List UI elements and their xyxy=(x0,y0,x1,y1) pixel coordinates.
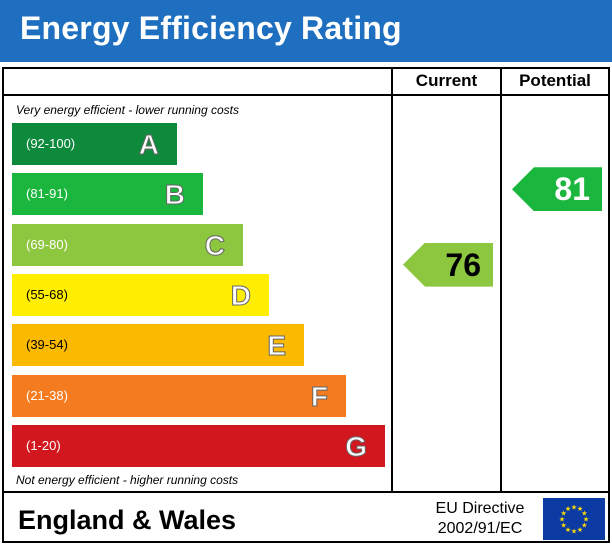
eu-star-icon: ★ xyxy=(571,528,577,536)
potential-rating-value: 81 xyxy=(554,171,590,208)
band-b: (81-91) B xyxy=(12,173,203,216)
page-title: Energy Efficiency Rating xyxy=(20,10,402,46)
eu-star-icon: ★ xyxy=(581,510,587,518)
band-letter: G xyxy=(345,430,368,462)
band-range-label: (55-68) xyxy=(26,286,68,302)
region-label: England & Wales xyxy=(18,505,237,535)
directive-line-1: EU Directive xyxy=(435,500,525,517)
band-f: (21-38) F xyxy=(12,374,346,417)
band-letter: F xyxy=(310,380,328,412)
eu-flag-icon: ★ ★ ★ ★ ★ ★ ★ ★ ★ ★ ★ ★ xyxy=(543,498,605,540)
rating-frame xyxy=(2,67,610,543)
band-range-label: (21-38) xyxy=(26,387,68,403)
eu-star-icon: ★ xyxy=(559,516,565,524)
band-letter: D xyxy=(230,279,251,311)
band-d: (55-68) D xyxy=(12,273,269,316)
footer-divider xyxy=(2,491,610,493)
eu-star-icon: ★ xyxy=(583,516,589,524)
header-bar: Energy Efficiency Rating xyxy=(0,0,612,62)
band-range-label: (1-20) xyxy=(26,437,61,453)
bottom-note: Not energy efficient - higher running co… xyxy=(16,473,239,487)
band-range-label: (39-54) xyxy=(26,337,68,353)
eu-star-icon: ★ xyxy=(565,526,571,534)
band-a: (92-100) A xyxy=(12,123,177,165)
band-letter: C xyxy=(204,229,225,261)
band-range-label: (81-91) xyxy=(26,186,68,202)
eu-star-icon: ★ xyxy=(577,505,583,513)
band-letter: B xyxy=(164,179,185,211)
potential-rating-arrow: 81 xyxy=(512,167,602,212)
header-divider xyxy=(2,94,610,96)
potential-column-header: Potential xyxy=(519,71,591,90)
band-letter: E xyxy=(267,330,287,362)
directive-line-2: 2002/91/EC xyxy=(437,520,523,537)
eu-stars-icon: ★ ★★★★★★★★★★★ xyxy=(559,504,589,536)
band-c: (69-80) C xyxy=(12,223,243,266)
eu-star-icon: ★ xyxy=(581,522,587,530)
column-divider-potential xyxy=(500,67,502,493)
eu-star-icon: ★ xyxy=(560,522,566,530)
eu-star-icon: ★ xyxy=(577,526,583,534)
top-note: Very energy efficient - lower running co… xyxy=(16,103,239,117)
eu-star-icon: ★ xyxy=(571,504,577,512)
band-e: (39-54) E xyxy=(12,324,304,367)
current-rating-value: 76 xyxy=(445,246,481,283)
band-range-label: (92-100) xyxy=(26,136,76,151)
current-column-header: Current xyxy=(415,71,478,90)
current-rating-arrow: 76 xyxy=(403,242,493,287)
column-divider-current xyxy=(391,67,393,493)
eu-star-icon: ★ xyxy=(565,505,571,513)
band-range-label: (69-80) xyxy=(26,236,68,252)
band-g: (1-20) G xyxy=(12,424,385,467)
eu-star-icon: ★ xyxy=(560,510,566,518)
band-letter: A xyxy=(138,129,159,161)
